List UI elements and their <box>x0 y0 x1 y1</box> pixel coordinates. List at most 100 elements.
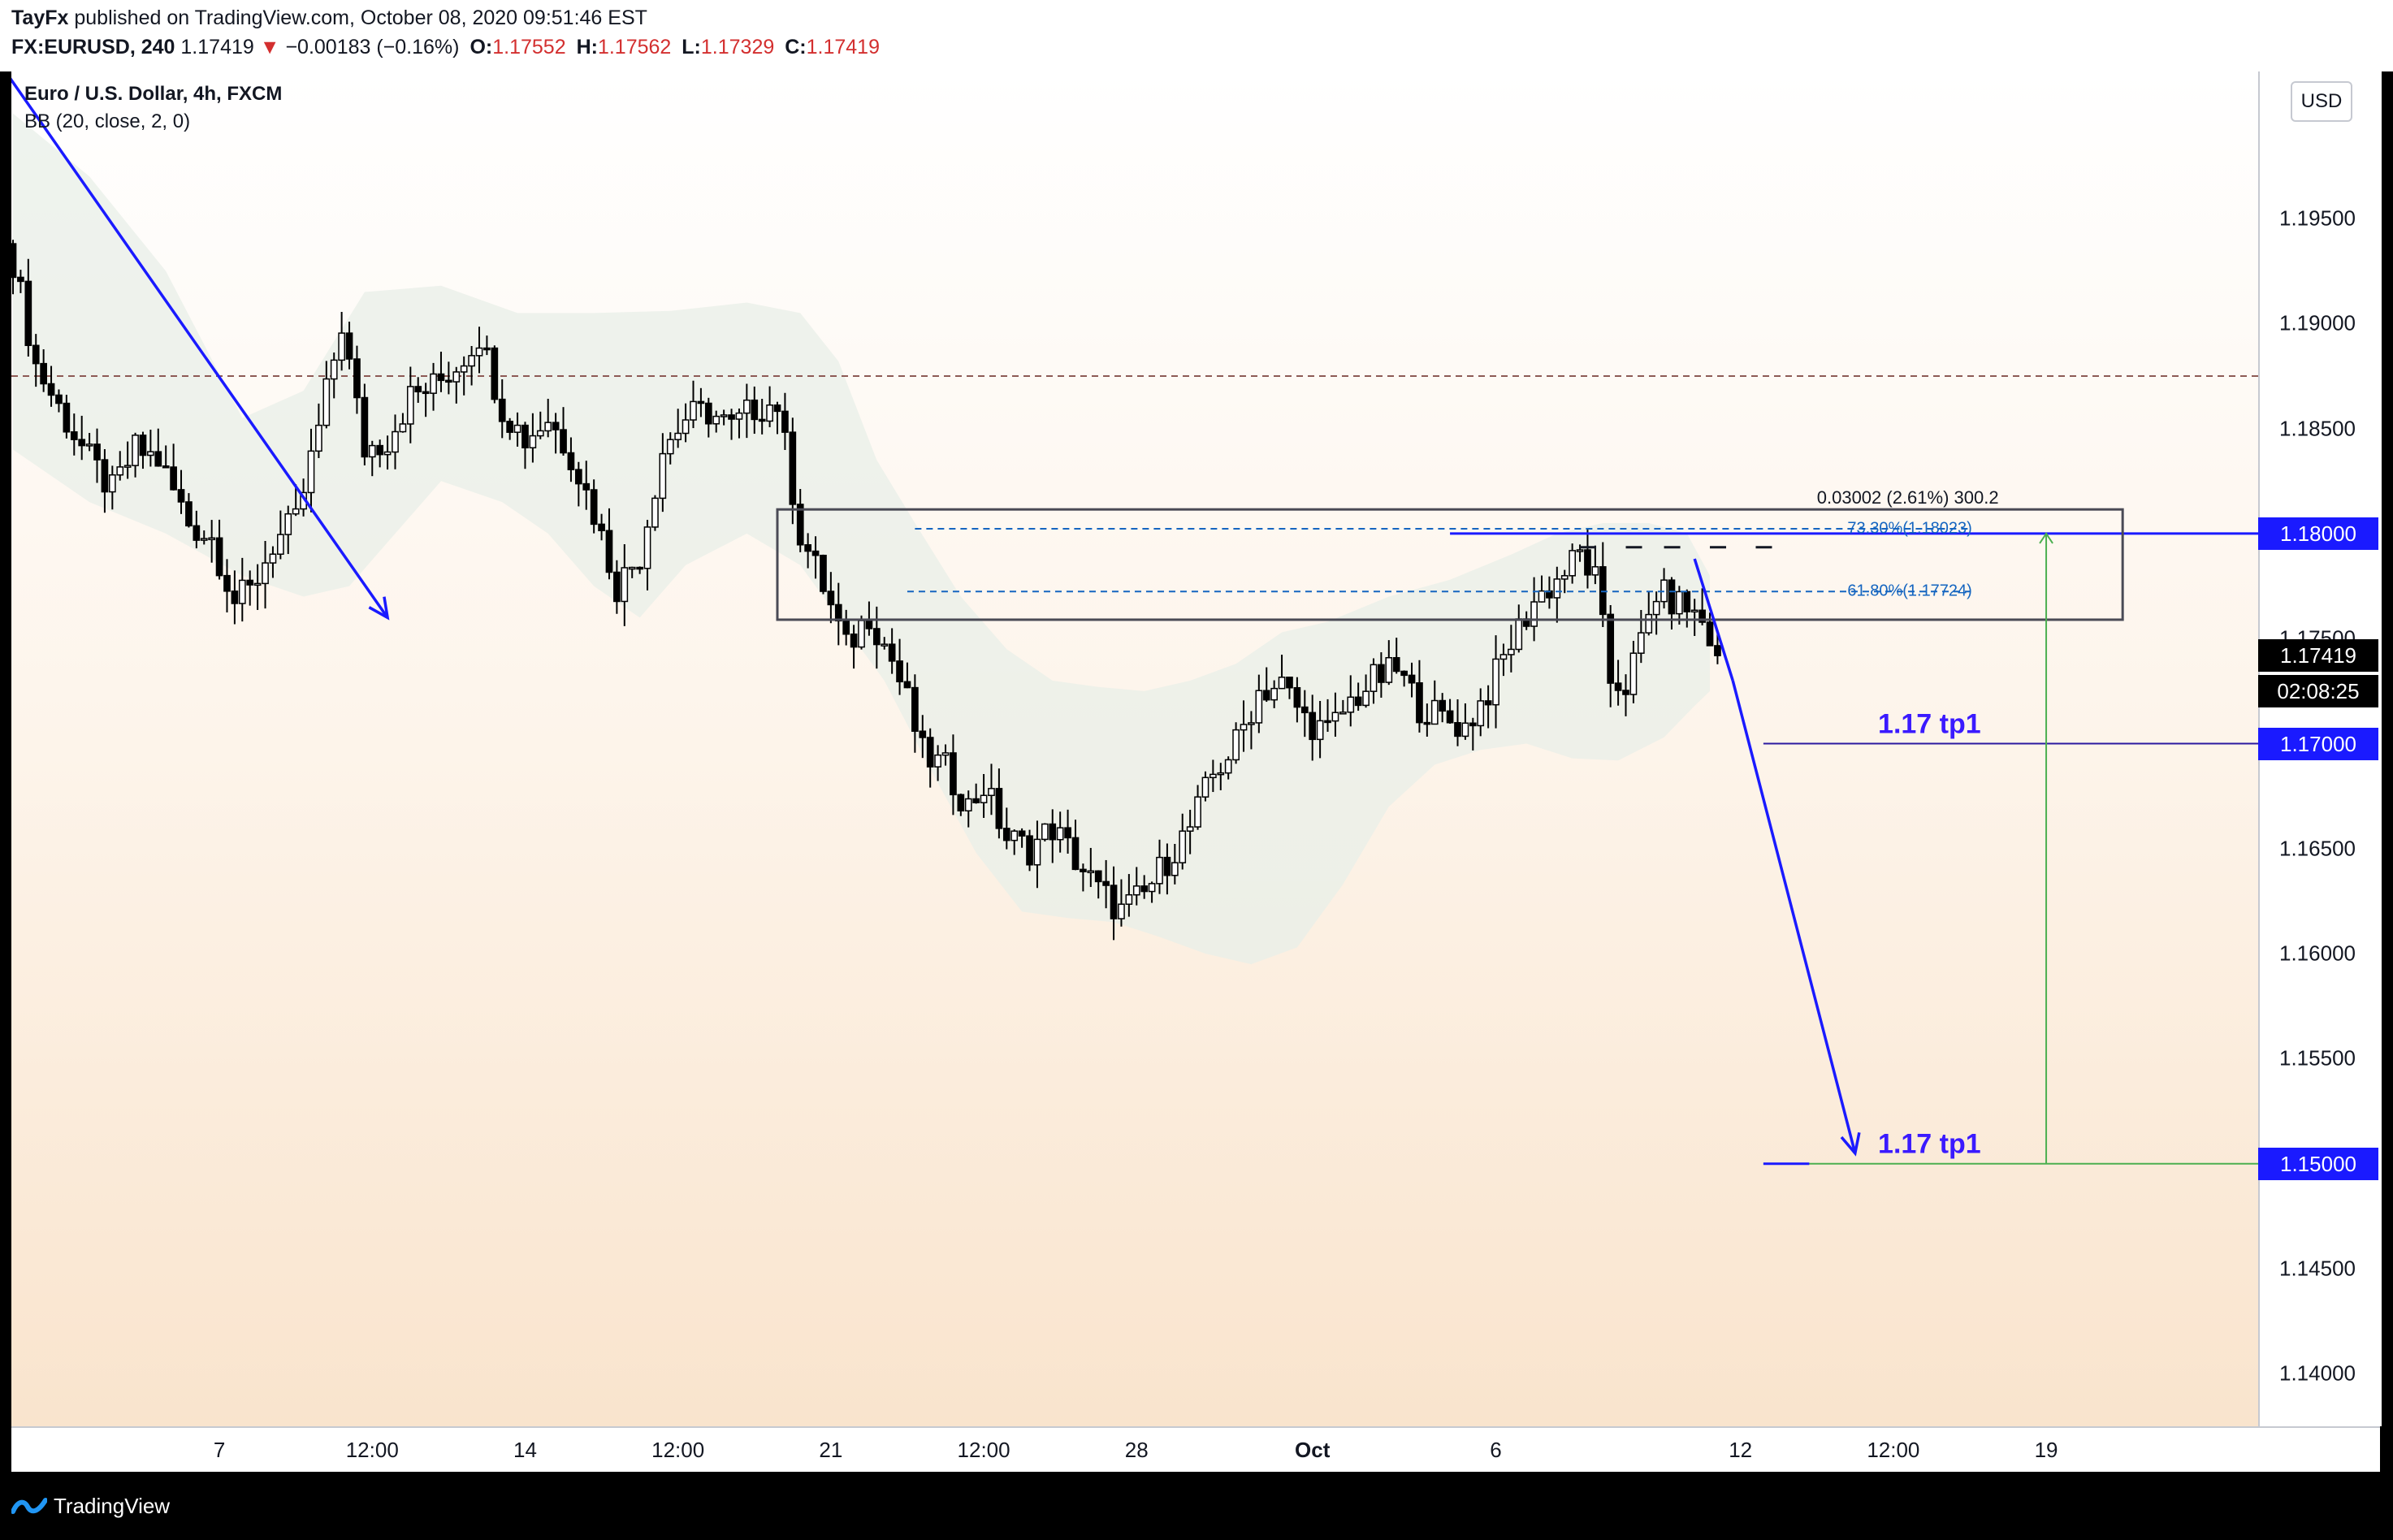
candle-body <box>934 754 941 768</box>
candle-body <box>1201 776 1209 798</box>
candle-body <box>1324 720 1331 724</box>
candle-body <box>78 439 86 447</box>
candle-body <box>475 347 483 357</box>
candle-body <box>11 243 17 279</box>
candle-body <box>613 571 621 603</box>
candle-body <box>773 404 781 413</box>
candle-body <box>995 788 1003 829</box>
candle-body <box>1668 579 1676 615</box>
candle-body <box>1676 590 1683 615</box>
candle-body <box>506 421 513 433</box>
tradingview-logo[interactable]: TradingView <box>11 1490 170 1522</box>
candle-body <box>1385 657 1393 683</box>
candle-body <box>1347 696 1355 713</box>
candle-body <box>108 474 116 493</box>
candle-body <box>796 504 804 546</box>
candle-body <box>1370 664 1378 692</box>
candle-body <box>215 537 223 577</box>
price-tick-label: 1.16000 <box>2279 941 2356 966</box>
candle-body <box>1690 609 1698 613</box>
candle-body <box>1163 856 1171 876</box>
candle-body <box>1171 862 1179 876</box>
candle-body <box>1018 830 1026 837</box>
time-tick-label: 21 <box>819 1438 843 1462</box>
candle-body <box>338 332 345 361</box>
candle-body <box>47 383 55 396</box>
candle-body <box>636 566 643 570</box>
candle-body <box>70 431 78 440</box>
time-tick-label: 12:00 <box>651 1438 705 1462</box>
candle-body <box>911 686 919 732</box>
author-name[interactable]: TayFx <box>11 6 69 29</box>
candle-body <box>651 497 659 528</box>
candle-body <box>811 550 820 556</box>
candle-body <box>766 404 773 422</box>
candle-body <box>972 798 980 803</box>
candle-body <box>1255 690 1263 724</box>
indicator-legend[interactable]: BB (20, close, 2, 0) <box>24 110 191 132</box>
open-value: 1.17552 <box>492 36 566 58</box>
candle-body <box>1492 658 1499 706</box>
candle-body <box>690 400 697 421</box>
time-tick-label: 6 <box>1490 1438 1502 1462</box>
tradingview-logo-icon <box>11 1498 47 1514</box>
candle-body <box>598 523 605 532</box>
candle-body <box>582 482 591 491</box>
candle-body <box>406 386 414 425</box>
tp-label-upper: 1.17 tp1 <box>1878 708 1981 740</box>
candle-body <box>24 280 32 347</box>
candle-body <box>123 465 132 468</box>
candle-body <box>330 359 338 380</box>
candle-body <box>720 414 728 417</box>
candle-body <box>682 419 690 435</box>
candle-body <box>1309 712 1317 741</box>
candle-body <box>1140 885 1149 893</box>
time-tick-label: 14 <box>513 1438 537 1462</box>
candle-body <box>1569 550 1576 577</box>
candle-body <box>1331 712 1339 722</box>
chart-pane[interactable]: Euro / U.S. Dollar, 4h, FXCM BB (20, clo… <box>11 71 2258 1426</box>
candle-body <box>804 544 811 552</box>
candle-body <box>712 415 720 425</box>
candle-body <box>177 489 185 503</box>
time-tick-label: 12:00 <box>345 1438 399 1462</box>
price-tick-label: 1.14000 <box>2279 1360 2356 1386</box>
candle-body <box>1538 590 1546 603</box>
candle-body <box>926 737 934 768</box>
candle-body <box>728 414 735 420</box>
candle-body <box>834 603 842 622</box>
candle-body <box>1339 712 1347 715</box>
candle-body <box>223 574 231 592</box>
series-legend[interactable]: Euro / U.S. Dollar, 4h, FXCM <box>24 83 283 105</box>
candle-body <box>1132 885 1140 896</box>
time-axis[interactable]: 7 12:00 14 12:00 21 12:00 28 Oct 6 12 12:00 19 <box>11 1426 2380 1473</box>
candle-body <box>1118 903 1125 919</box>
candle-body <box>1378 664 1385 683</box>
candle-body <box>185 501 193 527</box>
candle-body <box>262 562 269 585</box>
candle-body <box>1080 868 1087 872</box>
candle-body <box>1362 690 1370 707</box>
candle-body <box>1477 700 1485 727</box>
arrow-head-icon <box>1840 1131 1861 1157</box>
candle-body <box>1286 677 1293 689</box>
price-tick-label: 1.19000 <box>2279 310 2356 335</box>
chart-canvas[interactable] <box>11 71 2258 1426</box>
candle-body <box>445 379 452 383</box>
fib-label-618: 61.80%(1.17724) <box>1847 582 1972 600</box>
candle-body <box>1002 828 1010 841</box>
currency-button[interactable]: USD <box>2291 81 2352 122</box>
candle-body <box>116 466 124 476</box>
candle-body <box>1071 837 1080 871</box>
last-price-value: 1.17419 <box>180 36 254 58</box>
candle-body <box>307 450 315 494</box>
price-tick-label: 1.16500 <box>2279 836 2356 861</box>
candles-group <box>11 240 1721 941</box>
time-tick-label: 12:00 <box>1867 1438 1920 1462</box>
candle-body <box>1461 722 1469 738</box>
candle-body <box>1408 674 1416 684</box>
candle-body <box>1194 796 1201 828</box>
candle-body <box>392 430 399 453</box>
candle-body <box>896 660 903 683</box>
candle-body <box>666 439 674 455</box>
